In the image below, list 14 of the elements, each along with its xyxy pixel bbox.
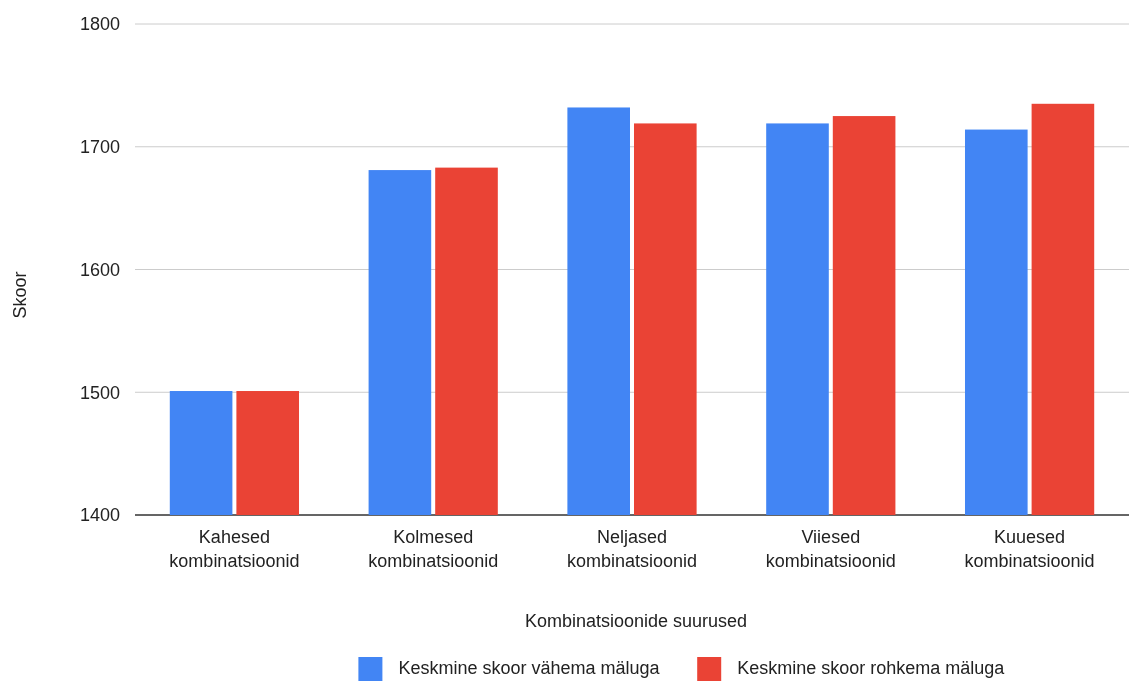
y-tick-label: 1700 [79,137,120,158]
y-tick-label: 1600 [79,259,120,280]
x-tick-label: Viiesed kombinatsioonid [765,527,896,571]
x-tick-label: Kuuesed kombinatsioonid [964,527,1095,571]
y-tick-label: 1500 [79,382,120,403]
legend-label: Keskmine skoor rohkema mäluga [737,658,1006,679]
x-axis-title: Kombinatsioonide suurused [524,611,748,631]
legend-label: Keskmine skoor vähema mäluga [398,658,661,679]
y-tick-label: 1800 [79,14,120,35]
y-axis-title: Skoor [10,271,30,319]
x-tick-label: Neljased kombinatsioonid [566,527,698,571]
x-tick-label: Kolmesed kombinatsioonid [368,527,499,571]
y-tick-label: 1400 [79,505,120,526]
x-tick-label: Kahesed kombinatsioonid [169,527,300,571]
